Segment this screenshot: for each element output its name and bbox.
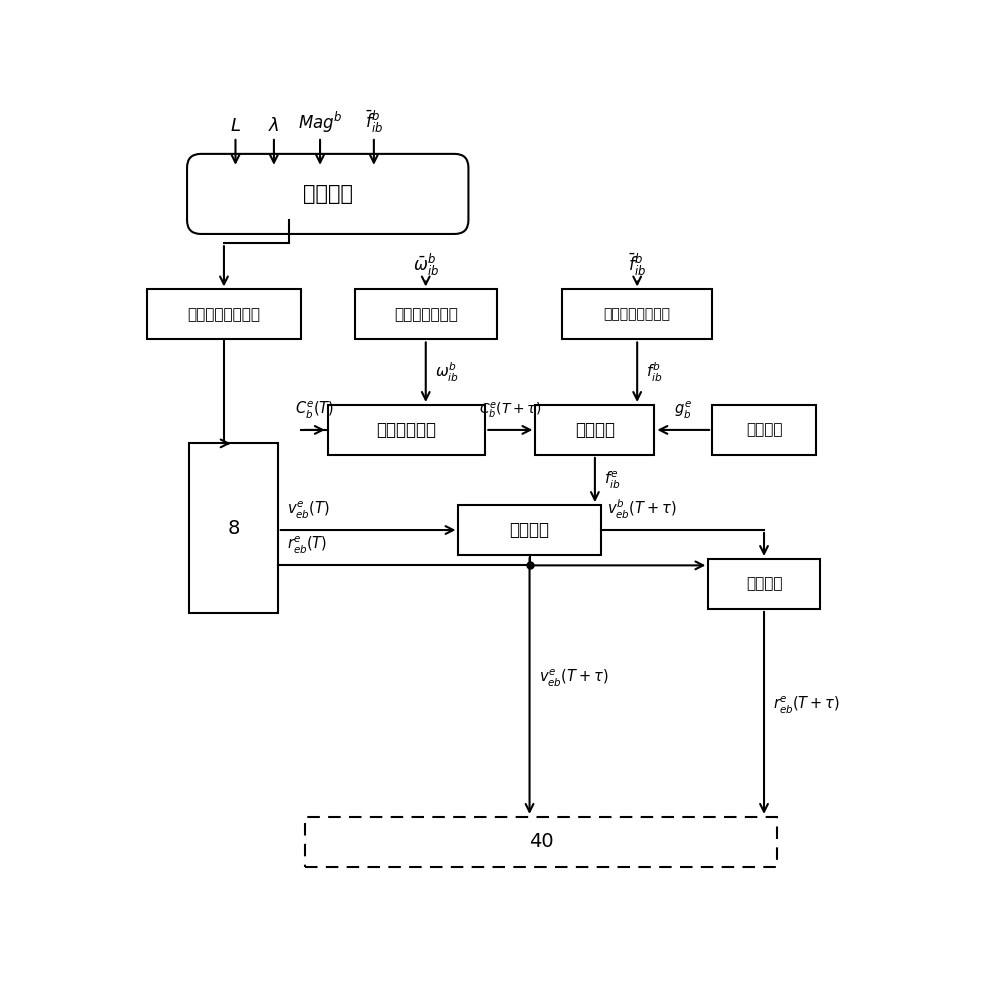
Text: 8: 8 bbox=[227, 519, 240, 538]
Text: $f_{ib}^b$: $f_{ib}^b$ bbox=[647, 361, 663, 384]
Text: $C_b^e(T)$: $C_b^e(T)$ bbox=[295, 400, 334, 421]
Text: $\bar{f}_{ib}^b$: $\bar{f}_{ib}^b$ bbox=[628, 251, 646, 278]
Text: 陀螺仪误差补偿: 陀螺仪误差补偿 bbox=[394, 307, 457, 322]
Bar bbox=[536, 405, 655, 455]
Text: $v_{eb}^b(T+\tau)$: $v_{eb}^b(T+\tau)$ bbox=[607, 498, 677, 521]
Text: $r_{eb}^e(T)$: $r_{eb}^e(T)$ bbox=[287, 535, 327, 556]
Text: $\omega_{ib}^b$: $\omega_{ib}^b$ bbox=[434, 361, 459, 384]
Text: 初始对准: 初始对准 bbox=[303, 184, 353, 204]
Text: $L$: $L$ bbox=[230, 117, 241, 135]
Text: $\bar{\omega}_{ib}^b$: $\bar{\omega}_{ib}^b$ bbox=[413, 252, 438, 278]
Bar bbox=[708, 559, 819, 609]
Text: $r_{eb}^e(T+\tau)$: $r_{eb}^e(T+\tau)$ bbox=[773, 695, 840, 716]
Text: $\lambda$: $\lambda$ bbox=[268, 117, 280, 135]
Text: $v_{eb}^e(T)$: $v_{eb}^e(T)$ bbox=[287, 500, 330, 521]
Bar bbox=[562, 289, 712, 339]
Text: 40: 40 bbox=[529, 832, 554, 851]
Text: 获取初始姿态矩阵: 获取初始姿态矩阵 bbox=[187, 307, 261, 322]
Bar bbox=[458, 505, 601, 555]
Text: $v_{eb}^e(T+\tau)$: $v_{eb}^e(T+\tau)$ bbox=[539, 668, 608, 689]
Bar bbox=[147, 289, 301, 339]
Text: 速度更新: 速度更新 bbox=[510, 521, 550, 539]
Text: 重力模型: 重力模型 bbox=[746, 422, 783, 437]
Text: $g_b^e$: $g_b^e$ bbox=[675, 400, 692, 421]
Text: 加速度计误差补偿: 加速度计误差补偿 bbox=[604, 307, 671, 321]
Text: 位置更新: 位置更新 bbox=[746, 576, 783, 591]
Text: 比力更新: 比力更新 bbox=[575, 421, 615, 439]
Text: $Mag^b$: $Mag^b$ bbox=[298, 110, 342, 135]
Bar bbox=[305, 817, 778, 867]
Bar bbox=[327, 405, 485, 455]
Text: $C_b^e(T+\tau)$: $C_b^e(T+\tau)$ bbox=[479, 401, 542, 421]
FancyBboxPatch shape bbox=[187, 154, 468, 234]
Bar bbox=[189, 443, 278, 613]
Text: 姿态矩阵更新: 姿态矩阵更新 bbox=[377, 421, 436, 439]
Text: $\bar{f}_{ib}^b$: $\bar{f}_{ib}^b$ bbox=[365, 109, 383, 135]
Bar bbox=[712, 405, 815, 455]
Text: $f_{ib}^e$: $f_{ib}^e$ bbox=[604, 469, 621, 491]
Bar bbox=[355, 289, 497, 339]
